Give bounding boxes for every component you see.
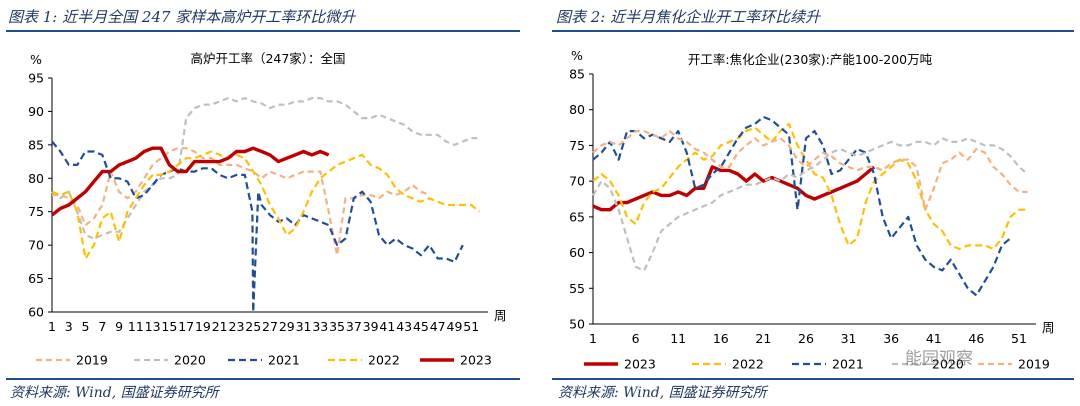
right-title-rule [552,30,1074,32]
y-tick-label: 60 [569,245,585,260]
series-line-2021 [592,115,1012,297]
x-tick-label: 41 [926,331,942,346]
x-tick-label: 5 [82,319,90,334]
series-line-2021 [51,140,464,314]
x-tick-label: 15 [161,319,177,334]
x-tick-label: 36 [883,331,899,346]
left-panel-title: 图表 1: 近半月全国 247 家样本高炉开工率环比微升 [8,8,356,26]
x-tick-label: 6 [632,331,640,346]
x-tick-label: 35 [329,319,345,334]
y-tick-label: 80 [569,102,585,117]
x-tick-label: 46 [968,331,984,346]
x-tick-label: 26 [798,331,814,346]
left-title-rule [6,30,520,32]
legend-label-2021: 2021 [268,353,300,368]
x-tick-label: 13 [145,319,161,334]
y-tick-label: 55 [569,281,585,296]
y-tick-label: 90 [28,104,44,119]
x-tick-label: 19 [195,319,211,334]
x-tick-label: 51 [463,319,479,334]
y-tick-label: 75 [569,138,585,153]
x-tick-label: 3 [65,319,73,334]
y-tick-label: 80 [28,171,44,186]
x-tick-label: 47 [430,319,446,334]
x-tick-label: 29 [279,319,295,334]
legend-label-2023: 2023 [460,353,492,368]
right-bottom-rule [552,378,1074,380]
chart-title: 高炉开工率（247家）：全国 [190,51,345,66]
x-tick-label: 33 [312,319,328,334]
legend-label-2019: 2019 [1018,357,1050,372]
x-tick-label: 7 [98,319,106,334]
x-tick-label: 1 [48,319,56,334]
x-tick-label: 41 [379,319,395,334]
series-line-2022 [51,150,481,260]
series-line-2023 [592,165,876,212]
legend-label-2020: 2020 [174,353,206,368]
legend-label-2020: 2020 [932,357,964,372]
legend-label-2019: 2019 [76,353,108,368]
y-tick-label: 85 [569,67,585,82]
y-tick-label: 50 [569,317,585,332]
y-axis-label: % [571,48,583,63]
legend-label-2022: 2022 [368,353,400,368]
legend-label-2022: 2022 [732,357,764,372]
y-tick-label: 85 [28,137,44,152]
x-tick-label: 1 [589,331,597,346]
x-tick-label: 17 [178,319,194,334]
x-tick-label: 51 [1011,331,1027,346]
y-axis-label: % [30,52,42,67]
series-line-2023 [50,146,330,217]
series-line-2020 [592,137,1029,272]
x-tick-label: 49 [447,319,463,334]
watermark: 能园观察 [905,349,973,369]
legend-label-2021: 2021 [832,357,864,372]
x-tick-label: 27 [262,319,278,334]
y-tick-label: 65 [569,209,585,224]
x-tick-label: 11 [670,331,686,346]
chart-title: 开工率:焦化企业(230家):产能100-200万吨 [688,52,933,67]
y-tick-label: 65 [28,271,44,286]
x-tick-label: 45 [413,319,429,334]
x-tick-label: 21 [755,331,771,346]
x-tick-label: 31 [296,319,312,334]
right-panel-title: 图表 2: 近半月焦化企业开工率环比续升 [556,8,821,26]
legend-label-2023: 2023 [624,357,656,372]
y-tick-label: 70 [28,238,44,253]
series-line-2019 [592,129,1028,211]
y-tick-label: 95 [28,71,44,86]
series-line-2022 [592,122,1028,251]
left-source: 资料来源: Wind, 国盛证券研究所 [10,385,219,401]
x-tick-label: 37 [346,319,362,334]
x-tick-label: 21 [212,319,228,334]
x-tick-label: 39 [363,319,379,334]
left-bottom-rule [6,378,520,380]
x-tick-label: 25 [245,319,261,334]
y-tick-label: 70 [569,174,585,189]
y-tick-label: 60 [28,305,44,320]
x-tick-label: 43 [396,319,412,334]
x-tick-label: 9 [115,319,123,334]
y-tick-label: 75 [28,204,44,219]
x-tick-label: 23 [229,319,245,334]
right-source: 资料来源: Wind, 国盛证券研究所 [558,385,767,401]
x-tick-label: 31 [841,331,857,346]
x-tick-label: 11 [128,319,144,334]
series-line-2019 [52,147,430,257]
x-axis-label: 周 [494,308,507,323]
x-axis-label: 周 [1042,320,1055,335]
x-tick-label: 16 [713,331,729,346]
